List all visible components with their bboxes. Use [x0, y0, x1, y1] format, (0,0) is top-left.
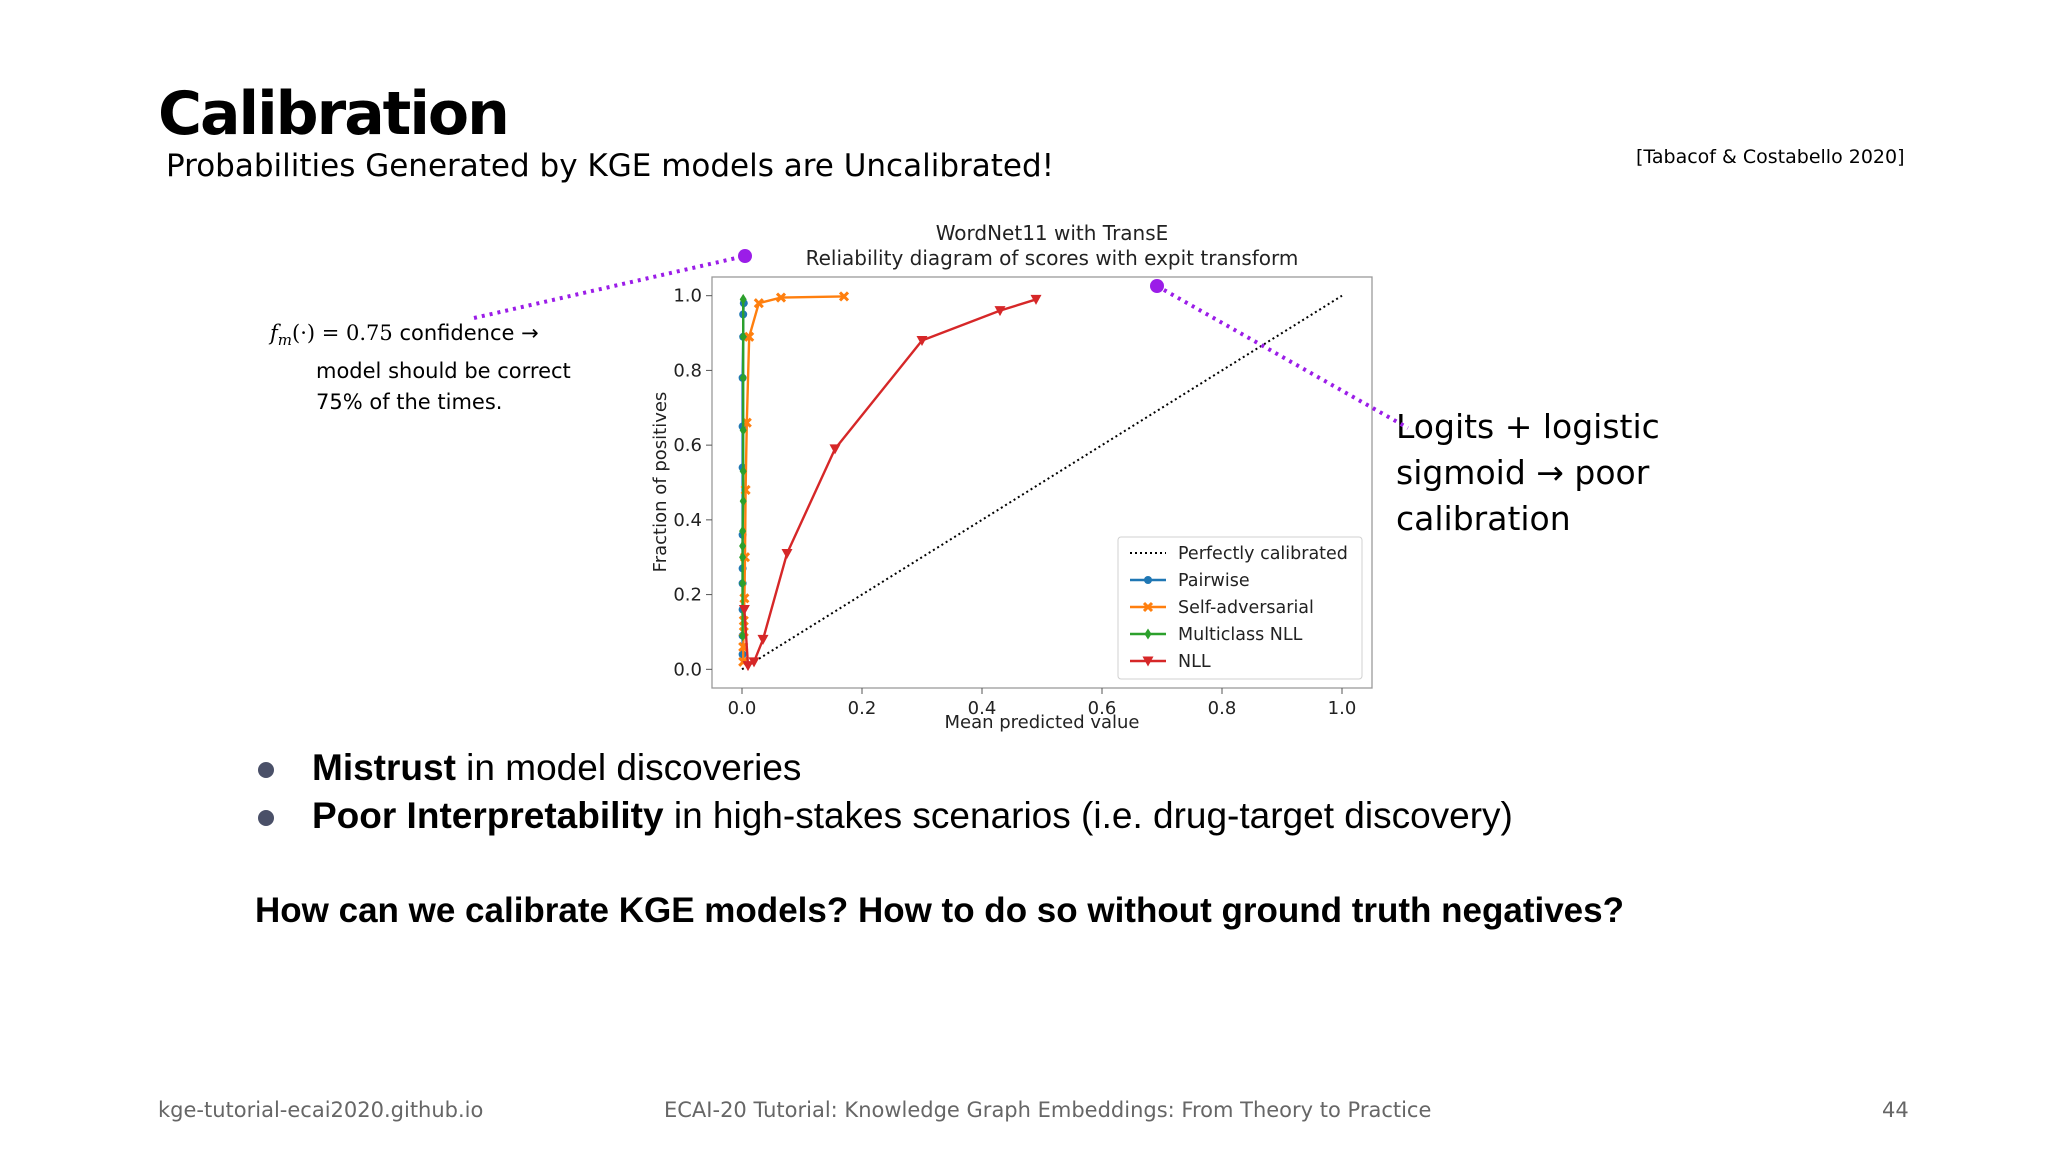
confidence-note: fm(·) = 0.75 confidence → model should b… — [270, 318, 690, 418]
confidence-note-line3: 75% of the times. — [316, 390, 503, 415]
bullet-item: Mistrust in model discoveries — [252, 744, 1752, 792]
data-point — [1030, 294, 1042, 305]
math-subscript: m — [277, 331, 293, 350]
bullet-text: in model discoveries — [455, 747, 802, 788]
slide-title: Calibration — [158, 79, 510, 149]
legend-label: NLL — [1178, 652, 1211, 672]
confidence-note-text: confidence → — [392, 321, 539, 345]
confidence-note-line1: fm(·) = 0.75 confidence → — [270, 318, 690, 356]
reliability-diagram: WordNet11 with TransE Reliability diagra… — [650, 221, 1373, 733]
data-point — [838, 291, 850, 302]
bullet-text: in high-stakes scenarios (i.e. drug-targ… — [663, 795, 1513, 836]
x-tick-label: 0.8 — [1208, 698, 1237, 719]
sigmoid-note: Logits + logistic sigmoid → poor calibra… — [1396, 404, 1726, 542]
data-point — [742, 661, 754, 672]
y-tick-label: 0.0 — [673, 659, 702, 680]
y-axis-label: Fraction of positives — [650, 392, 671, 573]
data-point — [738, 605, 750, 616]
axis-ticks: 0.0 0.2 0.4 0.6 0.8 1.0 0.0 0.2 0.4 0.6 0.8 1.0 — [673, 286, 1356, 719]
data-point — [739, 540, 747, 552]
footer-url: kge-tutorial-ecai2020.github.io — [158, 1098, 484, 1122]
x-tick-label: 0.2 — [848, 698, 877, 719]
legend-marker — [1142, 656, 1154, 667]
key-question: How can we calibrate KGE models? How to … — [255, 891, 1624, 930]
chart-title: WordNet11 with TransE — [936, 221, 1169, 245]
data-point — [994, 306, 1006, 317]
x-axis-label: Mean predicted value — [944, 712, 1139, 733]
data-point — [739, 372, 747, 384]
slide-subtitle: Probabilities Generated by KGE models ar… — [166, 148, 1055, 184]
x-tick-label: 1.0 — [1328, 698, 1357, 719]
y-tick-label: 0.6 — [673, 435, 702, 456]
bullet-bold: Poor Interpretability — [312, 795, 664, 836]
data-point — [775, 292, 787, 303]
data-point — [757, 634, 769, 645]
data-point — [739, 331, 747, 343]
bullet-list: Mistrust in model discoveries Poor Inter… — [252, 744, 1752, 840]
legend-marker — [1144, 628, 1152, 640]
data-point — [739, 551, 747, 563]
x-tick-label: 0.6 — [1088, 698, 1117, 719]
legend-marker — [1144, 576, 1152, 584]
footer-title: ECAI-20 Tutorial: Knowledge Graph Embedd… — [664, 1098, 1432, 1122]
y-tick-label: 0.2 — [673, 585, 702, 606]
legend-box — [1117, 536, 1363, 680]
math-expression: (·) = 0.75 — [292, 321, 393, 345]
math-function: f — [270, 321, 278, 345]
confidence-note-line2: model should be correct — [316, 359, 571, 384]
sigmoid-note-line3: calibration — [1396, 499, 1571, 538]
legend-label: Perfectly calibrated — [1178, 544, 1348, 564]
citation: [Tabacof & Costabello 2020] — [1636, 146, 1905, 168]
y-tick-label: 1.0 — [673, 286, 702, 307]
data-point — [781, 548, 793, 559]
legend-label: Pairwise — [1178, 571, 1250, 591]
page-number: 44 — [1882, 1098, 1909, 1122]
sigmoid-note-line2: sigmoid → poor — [1396, 453, 1650, 492]
data-point — [916, 336, 928, 347]
bullet-bold: Mistrust — [312, 747, 456, 788]
x-tick-label: 0.0 — [728, 698, 757, 719]
data-point — [739, 525, 747, 537]
bullet-dot — [258, 762, 274, 778]
y-tick-label: 0.8 — [673, 360, 702, 381]
legend-label: Self-adversarial — [1178, 598, 1314, 618]
data-point — [739, 424, 747, 436]
data-point — [739, 465, 747, 477]
bullet-dot — [258, 810, 274, 826]
legend-label: Multiclass NLL — [1178, 625, 1303, 645]
chart-legend: Perfectly calibrated Pairwise Self-adversa… — [1117, 536, 1363, 680]
data-point — [748, 657, 760, 668]
y-tick-label: 0.4 — [673, 510, 702, 531]
series-layer — [738, 291, 1343, 672]
data-point — [829, 444, 841, 455]
chart-subtitle: Reliability diagram of scores with expit… — [806, 246, 1299, 270]
data-point — [744, 331, 755, 342]
series-nll — [738, 294, 1042, 672]
data-point — [739, 630, 747, 642]
x-tick-label: 0.4 — [968, 698, 997, 719]
sigmoid-note-line1: Logits + logistic — [1396, 407, 1660, 446]
data-point — [739, 495, 747, 507]
data-point — [739, 577, 747, 589]
bullet-item: Poor Interpretability in high-stakes sce… — [252, 792, 1752, 840]
legend-marker — [1142, 601, 1154, 613]
data-point — [753, 298, 764, 309]
